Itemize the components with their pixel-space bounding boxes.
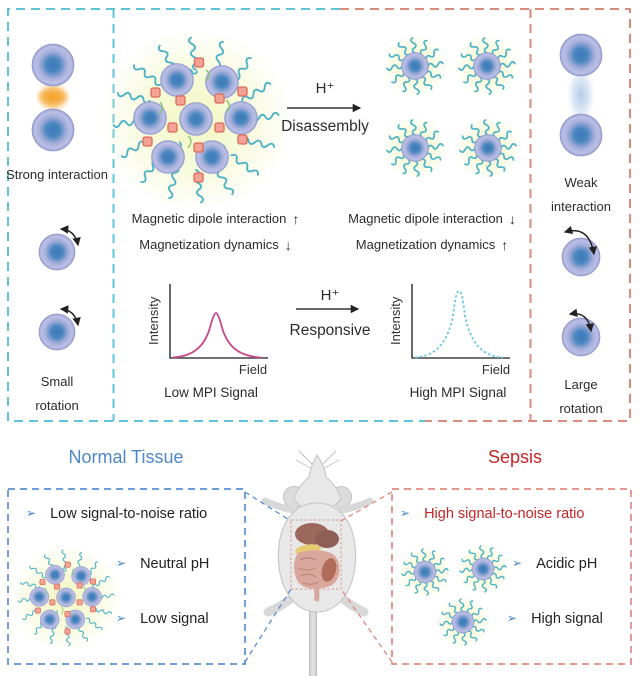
sepsis-box	[391, 488, 632, 665]
weak-interaction-pair	[559, 33, 603, 157]
bullet-arrow-icon: ➢	[512, 556, 523, 570]
bullet-arrow-icon: ➢	[116, 611, 127, 625]
sepsis-dispersed-particles	[399, 543, 509, 648]
normal-bullet-signal: ➢ Low signal	[116, 611, 209, 627]
small-rotation-line1: Small	[40, 374, 74, 389]
sepsis-bullet-signal-text: High signal	[531, 611, 603, 627]
high-signal-curve	[414, 290, 504, 359]
sepsis-bullet-snr-text: High signal-to-noise ratio	[424, 506, 585, 522]
mouse-whiskers	[295, 450, 340, 470]
field-axis-label-right: Field	[481, 362, 511, 377]
normal-bullet-ph: ➢ Neutral pH	[116, 556, 209, 572]
mdyn-left-row: Magnetization dynamics ↓	[118, 236, 313, 253]
up-arrow-icon: ↑	[501, 237, 509, 253]
mini-assembled-cluster	[10, 545, 121, 652]
normal-bullet-snr: ➢ Low signal-to-noise ratio	[26, 506, 207, 522]
normal-bullet-ph-text: Neutral pH	[140, 556, 210, 572]
bullet-arrow-icon: ➢	[507, 611, 518, 625]
up-arrow-icon: ↑	[292, 211, 300, 227]
top-right-panel-border	[340, 8, 631, 422]
h-plus-label-mid: H⁺	[320, 287, 340, 304]
mdyn-right-row: Magnetization dynamics ↑	[332, 236, 532, 253]
large-rotation-label: Large rotation	[531, 373, 631, 421]
normal-bullet-snr-text: Low signal-to-noise ratio	[50, 506, 208, 522]
sepsis-bullet-ph: ➢ Acidic pH	[512, 556, 597, 572]
mdyn-left-text: Magnetization dynamics	[139, 237, 279, 252]
down-arrow-icon: ↓	[508, 211, 516, 227]
mouse-organs	[294, 523, 340, 602]
small-rotation-label: Small rotation	[7, 370, 107, 418]
responsive-label: Responsive	[289, 322, 371, 339]
high-mpi-caption: High MPI Signal	[409, 385, 507, 400]
dispersed-particles	[383, 34, 520, 180]
large-rotation-line1: Large	[564, 377, 598, 392]
large-rotation-line2: rotation	[559, 401, 603, 416]
weak-line2: interaction	[551, 199, 611, 214]
bullet-arrow-icon: ➢	[116, 556, 127, 570]
mdi-left-text: Magnetic dipole interaction	[131, 211, 287, 226]
mdi-right-text: Magnetic dipole interaction	[348, 211, 503, 226]
abdomen-roi	[290, 519, 342, 590]
bullet-arrow-icon: ➢	[26, 506, 37, 520]
strong-interaction-label: Strong interaction	[6, 167, 108, 182]
sepsis-bullet-ph-text: Acidic pH	[536, 556, 598, 572]
down-arrow-icon: ↓	[284, 237, 292, 253]
sepsis-title: Sepsis	[487, 447, 543, 467]
mdyn-right-text: Magnetization dynamics	[355, 237, 496, 252]
roi-connectors	[244, 491, 393, 663]
top-left-panel-border	[7, 8, 425, 422]
weak-line1: Weak	[564, 175, 598, 190]
normal-tissue-box	[7, 488, 246, 665]
assembled-cluster	[100, 28, 292, 212]
sepsis-bullet-snr: ➢ High signal-to-noise ratio	[400, 506, 584, 522]
mouse-illustration	[261, 450, 374, 676]
weak-interaction-label: Weak interaction	[531, 171, 631, 219]
mdi-left-row: Magnetic dipole interaction ↑	[118, 210, 313, 227]
h-plus-label-top: H⁺	[315, 80, 335, 97]
bullet-arrow-icon: ➢	[400, 506, 411, 520]
large-rotation-particles	[561, 225, 601, 357]
low-mpi-chart	[169, 284, 268, 359]
strong-interaction-pair	[31, 43, 75, 152]
normal-tissue-title: Normal Tissue	[68, 447, 184, 467]
disassembly-label: Disassembly	[281, 118, 369, 135]
low-signal-curve	[172, 312, 262, 359]
field-axis-label-left: Field	[238, 362, 268, 377]
low-mpi-caption: Low MPI Signal	[164, 385, 258, 400]
normal-bullet-signal-text: Low signal	[140, 611, 209, 627]
small-rotation-particles	[38, 225, 81, 351]
mdi-right-row: Magnetic dipole interaction ↓	[332, 210, 532, 227]
intensity-axis-label-left: Intensity	[146, 296, 162, 346]
high-mpi-chart	[411, 284, 510, 359]
sepsis-bullet-signal: ➢ High signal	[507, 611, 603, 627]
intensity-axis-label-right: Intensity	[388, 296, 404, 346]
small-rotation-line2: rotation	[35, 398, 79, 413]
